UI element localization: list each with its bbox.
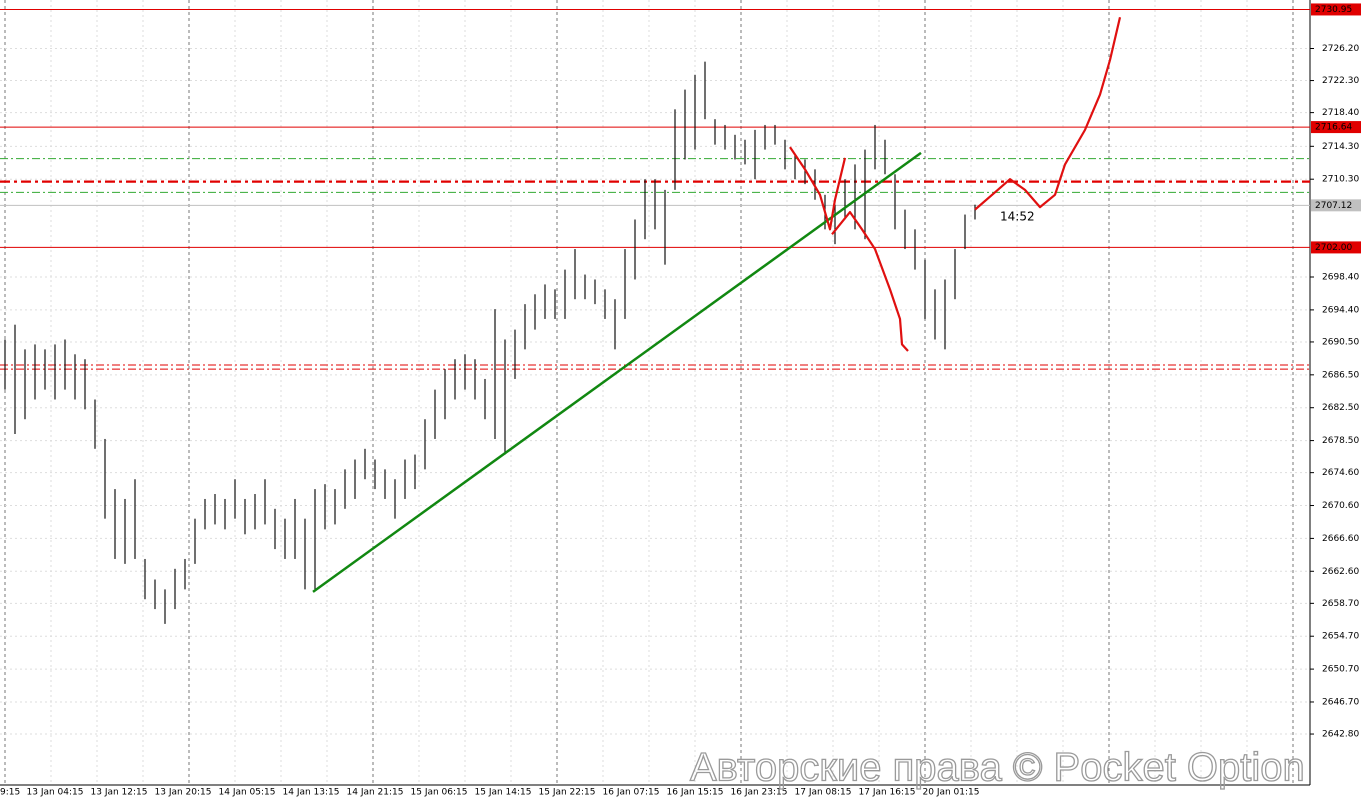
y-tick-label: 2718.40 <box>1322 108 1359 118</box>
forecast-curve <box>831 210 909 352</box>
y-tick-label: 2658.70 <box>1322 599 1359 609</box>
x-tick-label: 20 Jan 01:15 <box>923 788 980 798</box>
y-tick-label: 2690.50 <box>1322 337 1359 347</box>
x-tick-label: 17 Jan 16:15 <box>859 788 916 798</box>
x-tick-label: 9:15 <box>0 788 20 798</box>
x-tick-label: 16 Jan 15:15 <box>667 788 724 798</box>
y-tick-label: 2686.50 <box>1322 370 1359 380</box>
price-level-tag <box>1311 199 1361 212</box>
x-tick-label: 16 Jan 07:15 <box>603 788 660 798</box>
x-tick-label: 17 Jan 08:15 <box>795 788 852 798</box>
x-tick-label: 14 Jan 05:15 <box>219 788 276 798</box>
y-tick-label: 2722.30 <box>1322 76 1359 86</box>
x-tick-label: 15 Jan 06:15 <box>411 788 468 798</box>
price-level-label: 2702.00 <box>1315 243 1352 253</box>
y-tick-label: 2674.60 <box>1322 468 1359 478</box>
timer: 14:52 <box>1000 210 1035 224</box>
trend-line <box>312 151 922 593</box>
x-tick-label: 13 Jan 12:15 <box>91 788 148 798</box>
x-tick-label: 15 Jan 14:15 <box>475 788 532 798</box>
price-level-tag <box>1311 241 1361 254</box>
y-tick-label: 2694.40 <box>1322 305 1359 315</box>
y-tick-label: 2666.60 <box>1322 534 1359 544</box>
y-tick-label: 2710.30 <box>1322 175 1359 185</box>
y-tick-label: 2662.60 <box>1322 567 1359 577</box>
price-level-tag <box>1311 121 1361 134</box>
y-tick-label: 2654.70 <box>1322 632 1359 642</box>
y-tick-label: 2726.20 <box>1322 44 1359 54</box>
y-tick-label: 2714.30 <box>1322 142 1359 152</box>
forecast-curve <box>789 146 847 231</box>
y-tick-label: 2642.80 <box>1322 730 1359 740</box>
y-tick-label: 2650.70 <box>1322 665 1359 675</box>
x-tick-label: 13 Jan 04:15 <box>27 788 84 798</box>
price-level-tag <box>1311 3 1361 16</box>
y-tick-label: 2698.40 <box>1322 273 1359 283</box>
x-tick-label: 14 Jan 21:15 <box>347 788 404 798</box>
x-tick-label: 16 Jan 23:15 <box>731 788 788 798</box>
price-level-label: 2730.95 <box>1315 5 1352 15</box>
price-level-label: 2707.12 <box>1315 201 1352 211</box>
y-tick-label: 2646.70 <box>1322 697 1359 707</box>
watermark: Авторские права © Pocket Option <box>690 746 1305 790</box>
x-tick-label: 13 Jan 20:15 <box>155 788 212 798</box>
forecast-curve <box>974 17 1122 211</box>
price-level-label: 2716.64 <box>1315 123 1352 133</box>
y-tick-label: 2670.60 <box>1322 501 1359 511</box>
x-tick-label: 15 Jan 22:15 <box>539 788 596 798</box>
y-tick-label: 2682.50 <box>1322 403 1359 413</box>
y-tick-label: 2678.50 <box>1322 436 1359 446</box>
x-tick-label: 14 Jan 13:15 <box>283 788 340 798</box>
